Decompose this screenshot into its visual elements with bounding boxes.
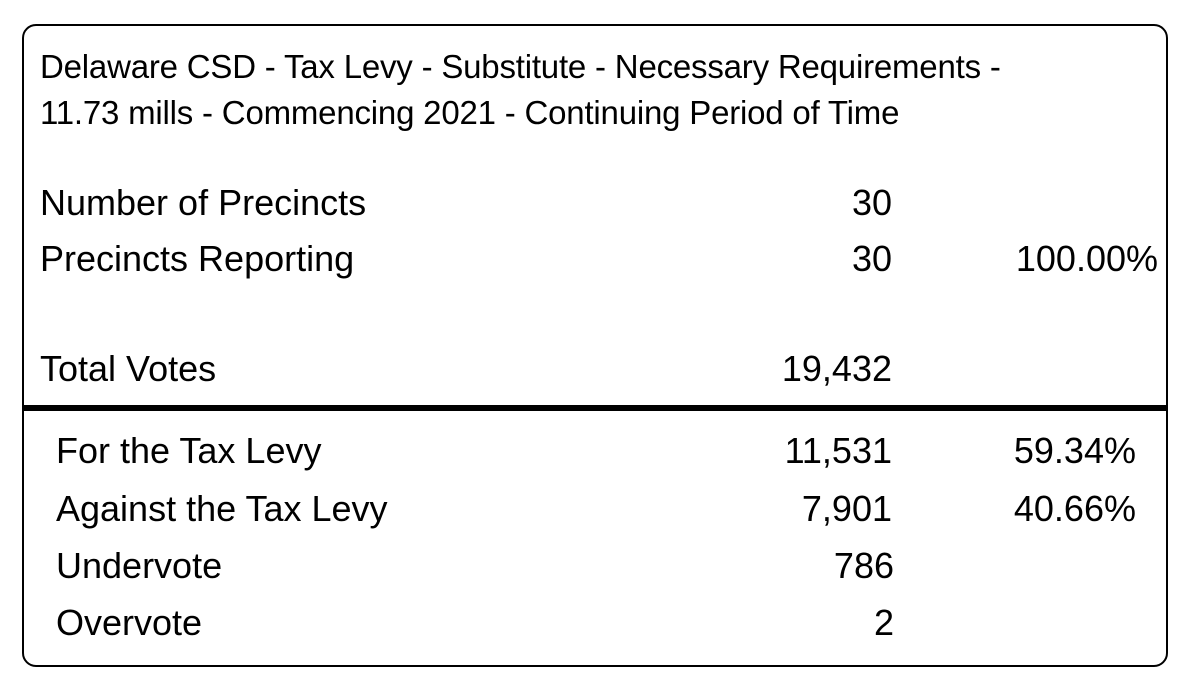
contest-title-line-2: 11.73 mills - Commencing 2021 - Continui… — [40, 94, 900, 131]
result-percent: 40.66% — [1013, 488, 1136, 529]
reporting-percent: 100.00% — [1015, 238, 1158, 279]
result-votes: 11,531 — [784, 430, 892, 471]
result-label: For the Tax Levy — [56, 430, 322, 471]
result-row: For the Tax Levy 11,531 59.34% — [0, 426, 1200, 476]
precincts-count: 30 — [851, 182, 892, 223]
total-votes-row: Total Votes 19,432 — [0, 344, 1200, 394]
precincts-row: Number of Precincts 30 — [0, 178, 1200, 228]
total-votes-count: 19,432 — [781, 348, 892, 389]
result-votes: 2 — [873, 602, 894, 643]
result-row: Undervote 786 — [0, 541, 1200, 591]
result-votes: 786 — [833, 545, 894, 586]
reporting-count: 30 — [851, 238, 892, 279]
result-votes: 7,901 — [801, 488, 892, 529]
section-divider — [22, 405, 1168, 411]
result-label: Overvote — [56, 602, 203, 643]
result-label: Against the Tax Levy — [56, 488, 388, 529]
results-panel — [22, 24, 1168, 667]
total-votes-label: Total Votes — [40, 348, 217, 389]
reporting-row: Precincts Reporting 30 100.00% — [0, 234, 1200, 284]
result-percent: 59.34% — [1013, 430, 1136, 471]
result-row: Overvote 2 — [0, 598, 1200, 648]
result-label: Undervote — [56, 545, 223, 586]
contest-title-line-1: Delaware CSD - Tax Levy - Substitute - N… — [40, 48, 1001, 85]
result-row: Against the Tax Levy 7,901 40.66% — [0, 484, 1200, 534]
precincts-label: Number of Precincts — [40, 182, 367, 223]
reporting-label: Precincts Reporting — [40, 238, 355, 279]
contest-title: Delaware CSD - Tax Levy - Substitute - N… — [40, 44, 1150, 136]
